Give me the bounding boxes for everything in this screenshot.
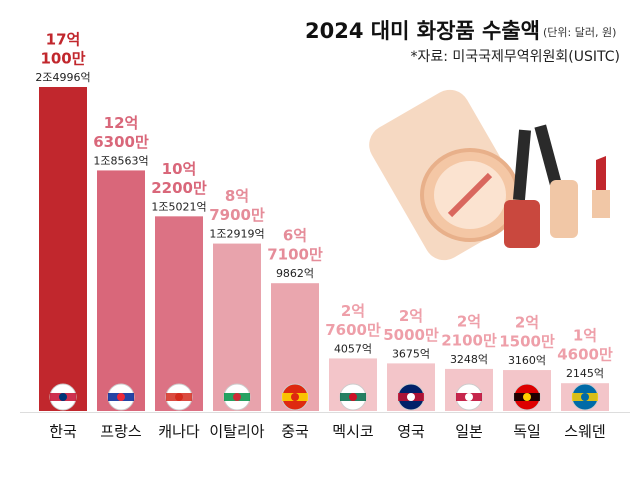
flag-emblem	[349, 393, 357, 401]
won-value-label: 1조5021억	[151, 200, 206, 213]
flag-emblem	[59, 393, 67, 401]
x-tick-label: 일본	[455, 423, 483, 441]
source-note: *자료: 미국국제무역위원회(USITC)	[410, 49, 620, 65]
value-label: 2억	[399, 307, 423, 325]
x-tick-label: 이탈리아	[209, 423, 264, 441]
bar	[39, 87, 87, 411]
bar	[213, 243, 261, 411]
value-label: 2억	[457, 312, 481, 330]
value-label: 2100만	[441, 331, 497, 349]
baseline	[20, 412, 630, 413]
value-label: 6300만	[93, 133, 149, 151]
value-label: 4600만	[557, 346, 613, 364]
flag-emblem	[175, 393, 183, 401]
value-label: 5000만	[383, 326, 439, 344]
value-label: 2억	[341, 302, 365, 320]
flag-emblem	[117, 393, 125, 401]
x-tick-label: 멕시코	[332, 423, 373, 441]
won-value-label: 9862억	[276, 267, 314, 280]
flag-emblem	[465, 393, 473, 401]
x-tick-label: 한국	[49, 423, 77, 441]
value-label: 7900만	[209, 206, 265, 224]
value-label: 1억	[573, 327, 597, 345]
unit-note: (단위: 달러, 원)	[543, 26, 616, 39]
value-label: 12억	[104, 114, 139, 132]
won-value-label: 3160억	[508, 354, 546, 367]
x-tick-label: 영국	[397, 423, 425, 441]
won-value-label: 2조4996억	[35, 71, 90, 84]
value-label: 100만	[40, 50, 85, 68]
value-label: 10억	[162, 160, 197, 178]
x-tick-label: 독일	[513, 423, 541, 441]
bar	[97, 170, 145, 411]
flag-emblem	[291, 393, 299, 401]
value-label: 7600만	[325, 321, 381, 339]
value-label: 17억	[46, 31, 81, 49]
flag-emblem	[523, 393, 531, 401]
value-label: 8억	[225, 187, 249, 205]
flag-emblem	[581, 393, 589, 401]
value-label: 6억	[283, 227, 307, 245]
won-value-label: 1조2919억	[209, 228, 264, 241]
x-tick-label: 캐나다	[158, 423, 200, 441]
x-tick-label: 스웨덴	[564, 423, 605, 441]
won-value-label: 3248억	[450, 353, 488, 366]
won-value-label: 4057억	[334, 342, 372, 355]
flag-emblem	[233, 393, 241, 401]
flag-emblem	[407, 393, 415, 401]
chart-title: 2024 대미 화장품 수출액	[305, 19, 540, 43]
value-label: 1500만	[499, 333, 555, 351]
cosmetics-illustration	[369, 89, 610, 261]
won-value-label: 2145억	[566, 367, 604, 380]
value-label: 2200만	[151, 179, 207, 197]
value-label: 7100만	[267, 246, 323, 264]
bar	[155, 216, 203, 411]
won-value-label: 1조8563억	[93, 154, 148, 167]
value-label: 2억	[515, 314, 539, 332]
x-tick-label: 중국	[281, 423, 309, 441]
won-value-label: 3675억	[392, 347, 430, 360]
x-tick-label: 프랑스	[100, 423, 142, 441]
